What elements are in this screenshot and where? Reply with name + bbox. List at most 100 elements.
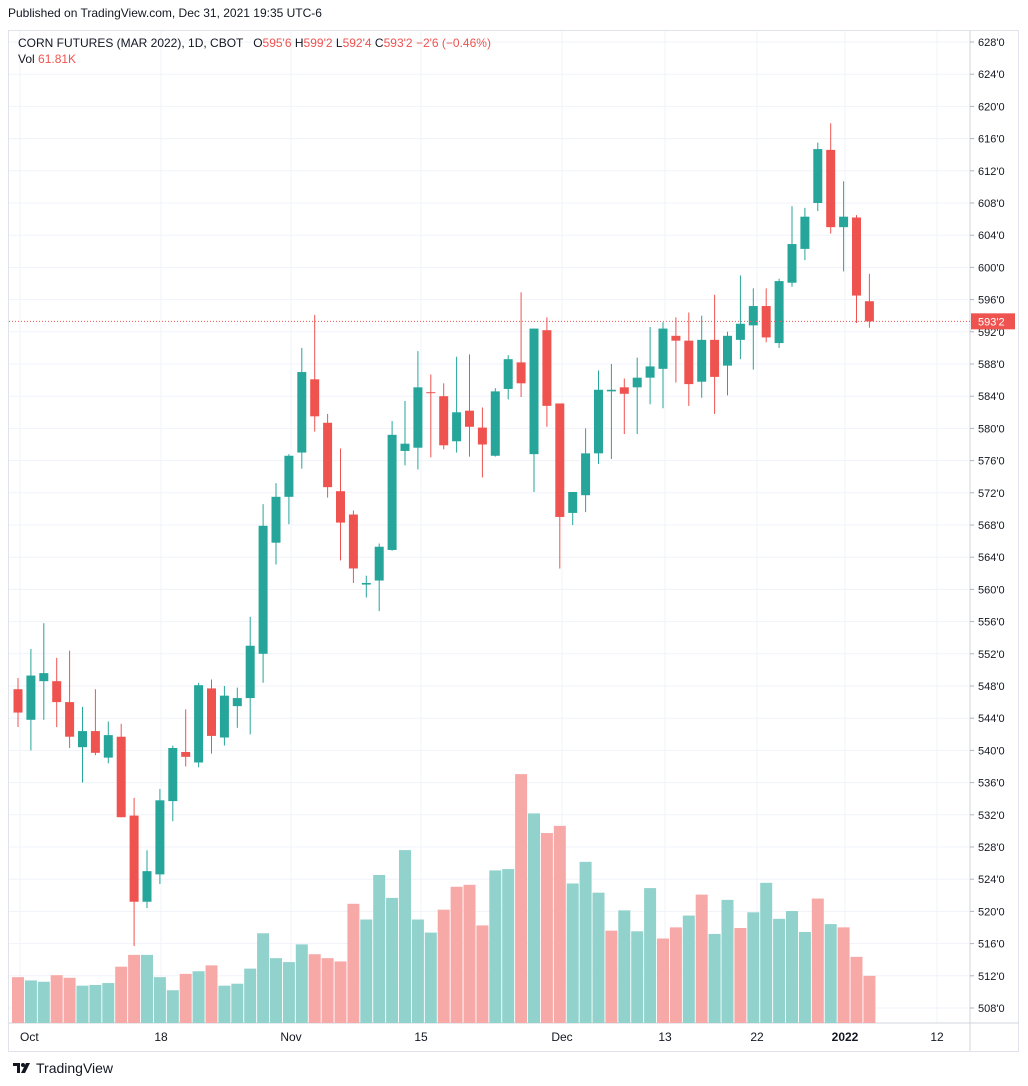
y-tick-label: 600'0 bbox=[978, 262, 1005, 274]
volume-bar bbox=[760, 882, 773, 1023]
candle-body bbox=[26, 675, 36, 720]
y-tick-label: 596'0 bbox=[978, 295, 1005, 307]
volume-bar bbox=[115, 966, 128, 1023]
volume-bar bbox=[153, 977, 166, 1023]
x-tick-label: 22 bbox=[750, 1030, 764, 1044]
candle-body bbox=[826, 149, 836, 228]
volume-bar bbox=[669, 927, 682, 1023]
volume-bar bbox=[566, 883, 579, 1023]
candle-body bbox=[232, 698, 242, 707]
candle-body bbox=[323, 422, 333, 488]
volume-bar bbox=[463, 884, 476, 1023]
volume-bar bbox=[605, 930, 618, 1023]
y-tick-label: 580'0 bbox=[978, 423, 1005, 435]
candle-body bbox=[284, 455, 294, 497]
candle-body bbox=[271, 496, 281, 543]
candle-body bbox=[181, 752, 191, 757]
volume-bar bbox=[141, 954, 153, 1023]
candle-body bbox=[658, 328, 668, 369]
candle-body bbox=[413, 387, 423, 448]
candle-body bbox=[632, 377, 642, 388]
volume-bar bbox=[515, 774, 528, 1023]
volume-bar bbox=[553, 825, 566, 1023]
y-tick-label: 532'0 bbox=[978, 810, 1005, 822]
published-caption: Published on TradingView.com, Dec 31, 20… bbox=[8, 6, 322, 20]
candle-body bbox=[645, 366, 655, 378]
candle-body bbox=[787, 244, 797, 283]
y-tick-label: 572'0 bbox=[978, 488, 1005, 500]
candle-body bbox=[852, 217, 861, 296]
candle-body bbox=[684, 340, 694, 385]
y-tick-label: 564'0 bbox=[978, 552, 1005, 564]
y-tick-label: 508'0 bbox=[978, 1003, 1005, 1015]
candle-body bbox=[619, 387, 629, 394]
candle-body bbox=[39, 673, 49, 682]
volume-bar bbox=[579, 861, 592, 1023]
legend-low-label: L bbox=[335, 36, 343, 50]
y-tick-label: 548'0 bbox=[978, 681, 1005, 693]
candle-body bbox=[813, 149, 823, 203]
volume-bar bbox=[721, 899, 734, 1023]
candle-body bbox=[168, 747, 178, 802]
candle-body bbox=[348, 514, 358, 569]
volume-bar bbox=[657, 938, 669, 1023]
volume-bar bbox=[63, 977, 76, 1023]
volume-bar bbox=[128, 954, 141, 1023]
volume-bar bbox=[682, 915, 695, 1023]
legend-high: 599'2 bbox=[303, 36, 333, 50]
candle-body bbox=[297, 372, 307, 453]
candle-body bbox=[594, 389, 603, 454]
y-tick-label: 624'0 bbox=[978, 69, 1005, 81]
volume-bar bbox=[24, 980, 37, 1023]
y-tick-label: 588'0 bbox=[978, 359, 1005, 371]
y-tick-label: 616'0 bbox=[978, 134, 1005, 146]
volume-bar bbox=[837, 927, 850, 1023]
candle-body bbox=[503, 359, 513, 389]
y-tick-label: 576'0 bbox=[978, 456, 1005, 468]
volume-bar bbox=[192, 971, 205, 1023]
candle-body bbox=[748, 306, 758, 326]
x-tick-label: 18 bbox=[154, 1030, 168, 1044]
y-tick-label: 592'0 bbox=[978, 327, 1005, 339]
candle-body bbox=[65, 702, 75, 737]
volume-bar bbox=[863, 975, 876, 1023]
legend-symbol: CORN FUTURES (MAR 2022), 1D, CBOT bbox=[18, 36, 244, 50]
candle-body bbox=[606, 389, 616, 392]
legend-open-label: O bbox=[253, 36, 263, 50]
volume-bar bbox=[166, 990, 179, 1023]
candle-body bbox=[581, 453, 591, 496]
candle-body bbox=[142, 871, 152, 902]
candle-body bbox=[129, 815, 139, 902]
volume-bar bbox=[386, 897, 399, 1023]
legend-close: 593'2 bbox=[383, 36, 413, 50]
y-tick-label: 544'0 bbox=[978, 713, 1005, 725]
volume-bar bbox=[708, 933, 721, 1023]
x-tick-label: Nov bbox=[280, 1030, 301, 1044]
y-tick-label: 516'0 bbox=[978, 939, 1005, 951]
y-tick-label: 584'0 bbox=[978, 391, 1005, 403]
legend-low: 592'4 bbox=[342, 36, 372, 50]
tradingview-brand: TradingView bbox=[36, 1060, 114, 1076]
candle-body bbox=[336, 491, 345, 523]
candle-body bbox=[374, 546, 384, 581]
candle-body bbox=[839, 216, 849, 228]
volume-bar bbox=[747, 912, 760, 1023]
candle-body bbox=[194, 685, 204, 763]
tradingview-logo-icon bbox=[13, 1063, 30, 1073]
legend-vol-label: Vol bbox=[18, 52, 35, 66]
volume-bar bbox=[811, 898, 824, 1023]
candle-body bbox=[555, 403, 565, 517]
tradingview-footer[interactable]: TradingView bbox=[12, 1060, 113, 1076]
y-tick-label: 528'0 bbox=[978, 842, 1005, 854]
candle-body bbox=[774, 281, 784, 344]
volume-bar bbox=[786, 910, 798, 1023]
volume-bar bbox=[282, 962, 295, 1023]
candle-body bbox=[426, 392, 436, 394]
volume-bar bbox=[205, 965, 218, 1023]
y-tick-label: 524'0 bbox=[978, 874, 1005, 886]
candle-body bbox=[439, 396, 449, 446]
candle-body bbox=[207, 688, 216, 736]
y-tick-label: 520'0 bbox=[978, 906, 1005, 918]
volume-bar bbox=[489, 870, 502, 1023]
